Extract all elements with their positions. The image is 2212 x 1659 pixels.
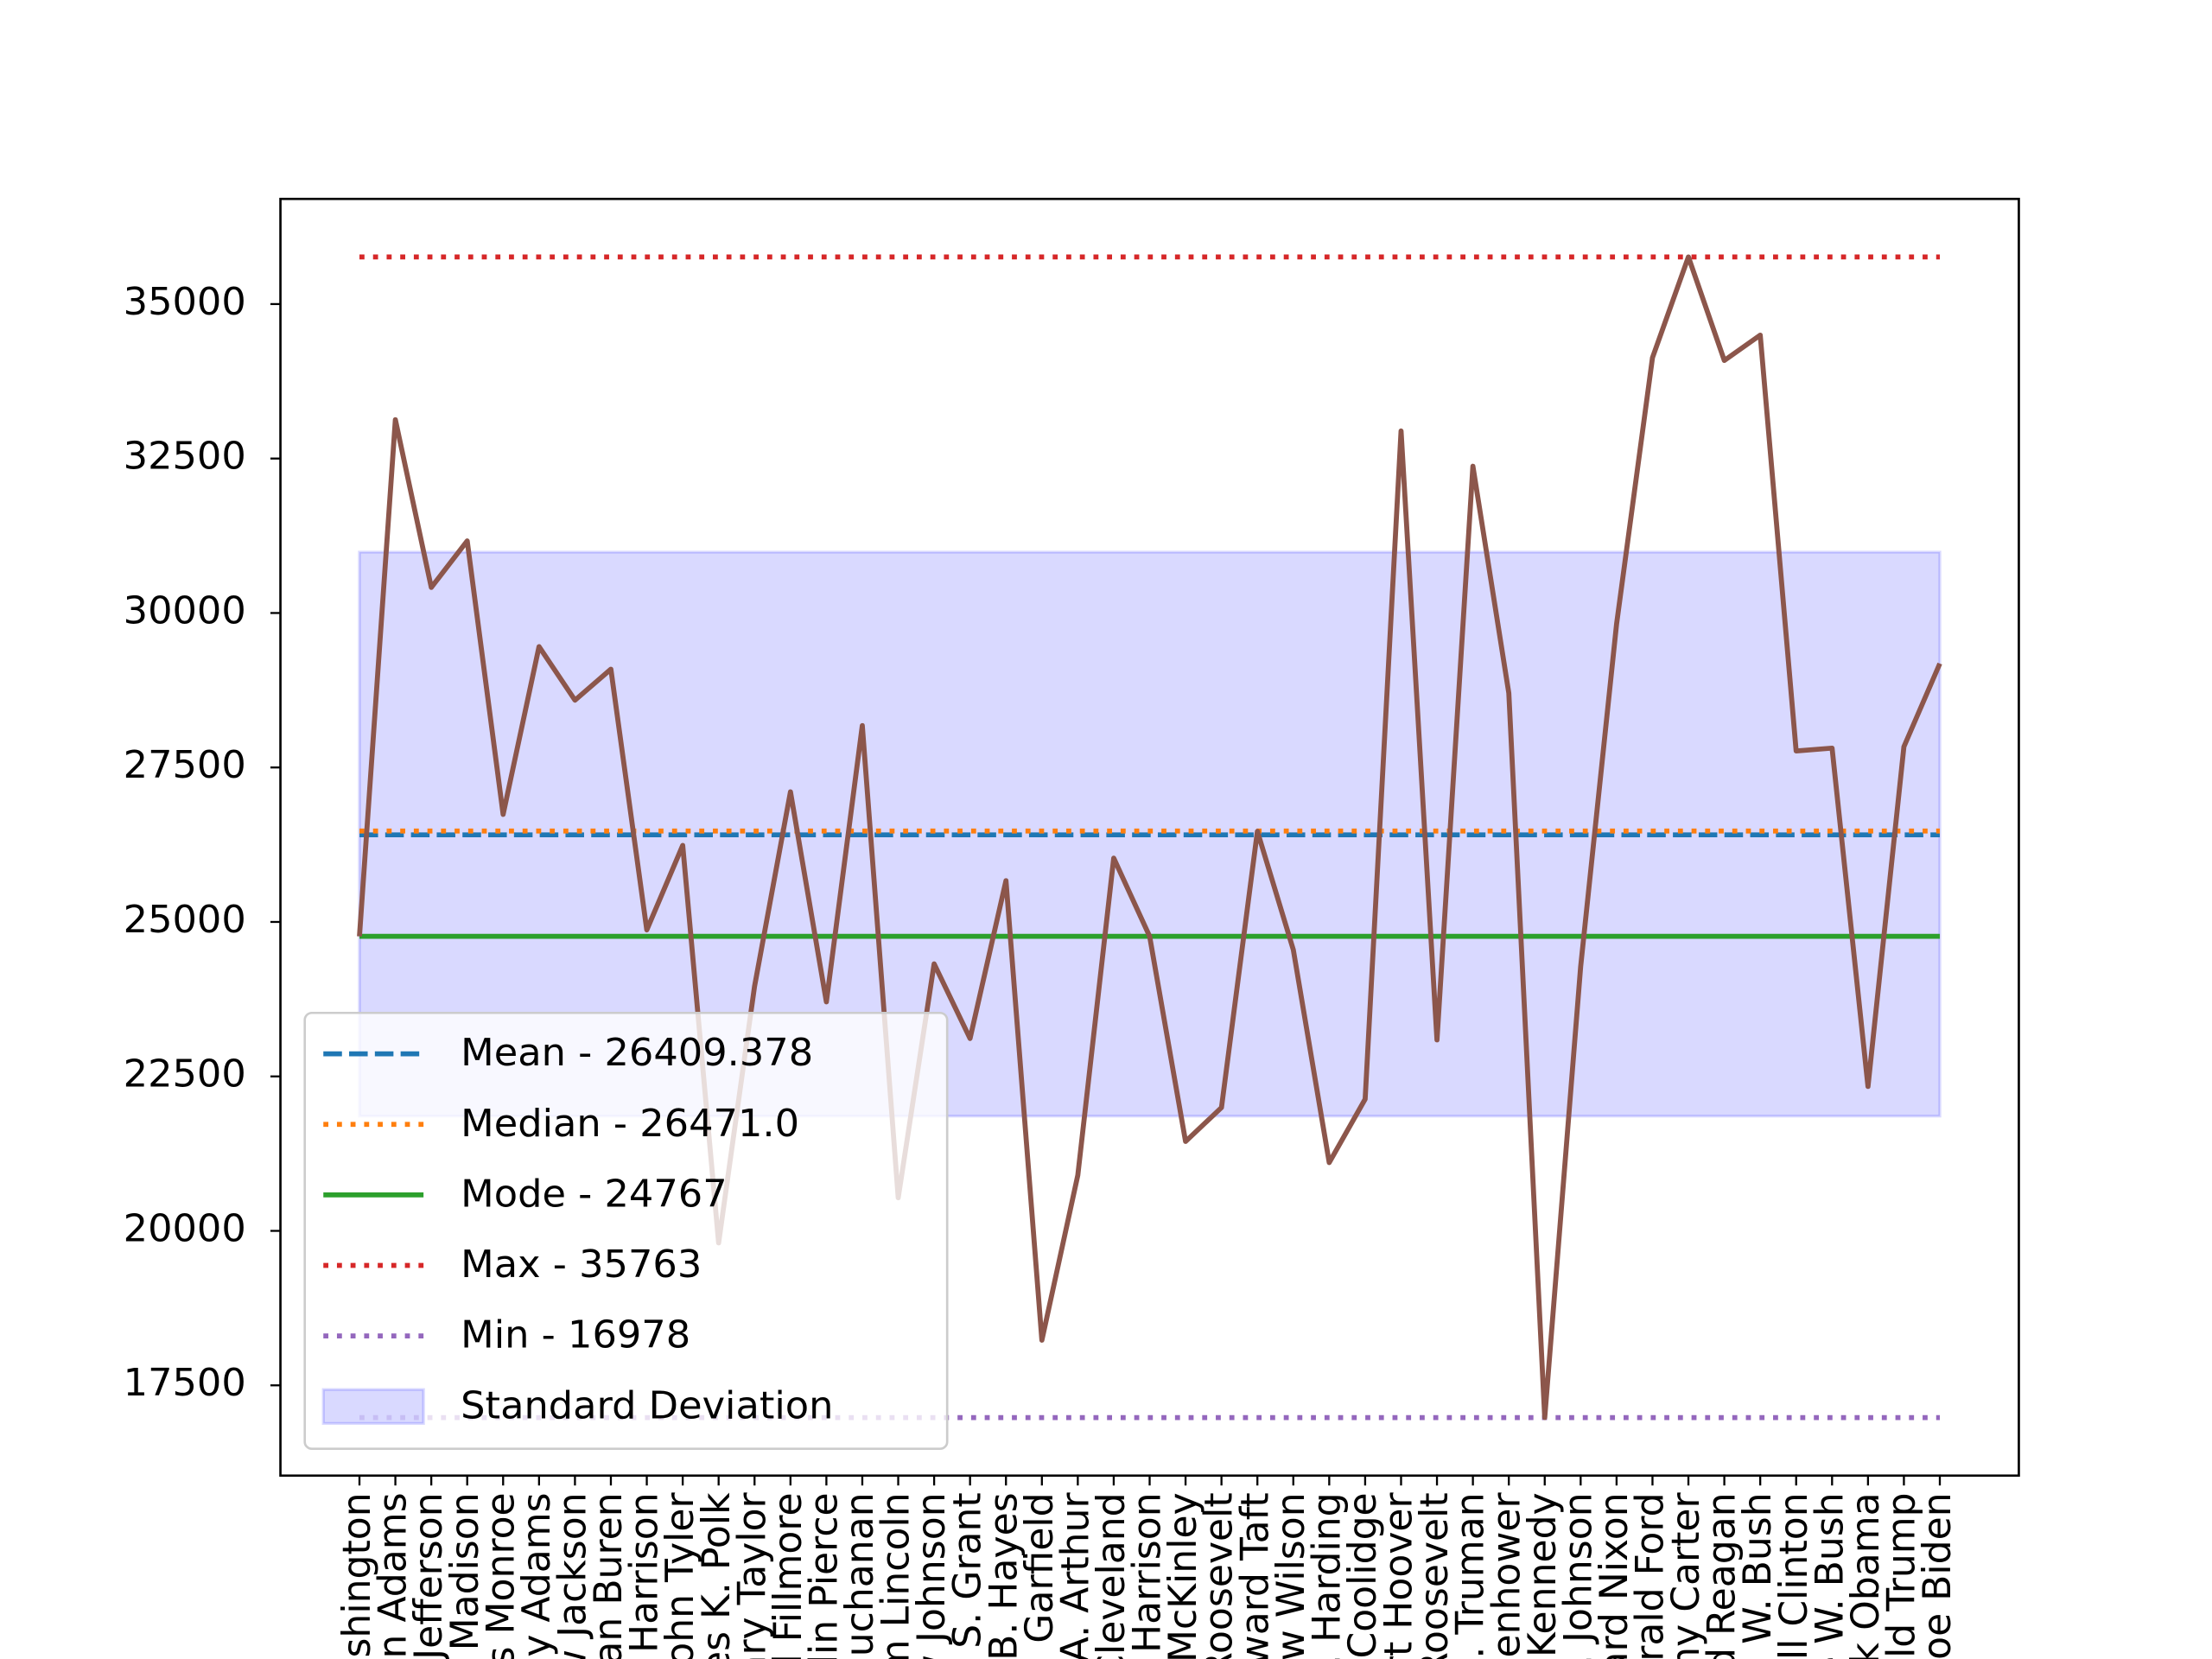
x-tick-label: Richard Nixon [1592, 1492, 1637, 1659]
x-tick-label: Millard Fillmore [766, 1492, 810, 1659]
legend-label: Mean - 26409.378 [461, 1031, 813, 1075]
y-tick-label: 27500 [124, 743, 246, 787]
x-tick-label: Franklin D. Roosevelt [1413, 1492, 1457, 1659]
y-tick-label: 25000 [124, 898, 246, 942]
y-tick-label: 17500 [124, 1361, 246, 1405]
x-tick-label: William McKinley [1161, 1492, 1205, 1659]
y-tick-label: 22500 [124, 1052, 246, 1096]
legend-label: Median - 26471.0 [461, 1102, 799, 1146]
x-tick-label: William Henry Harrison [622, 1492, 666, 1659]
x-tick-label: Thomas Jefferson [407, 1492, 451, 1659]
x-tick-label: Chester A. Arthur [1053, 1492, 1097, 1659]
legend-box [303, 1011, 949, 1451]
x-tick-label: John Adams [371, 1492, 415, 1659]
x-tick-label: George H. W. Bush [1736, 1492, 1780, 1659]
x-tick-label: Joe Biden [1916, 1492, 1960, 1659]
x-tick-label: James Buchanan [838, 1492, 882, 1659]
x-tick-label: John F. Kennedy [1521, 1492, 1565, 1659]
y-tick-label: 32500 [124, 435, 246, 479]
x-tick-label: Grover Cleveland [1090, 1492, 1134, 1659]
x-tick-label: James Monroe [479, 1492, 523, 1659]
x-tick-label: Ronald Reagan [1700, 1492, 1744, 1659]
data-line [357, 254, 1942, 1421]
x-tick-label: Martin Van Buren [587, 1492, 631, 1659]
x-tick-label: James K. Polk [694, 1492, 738, 1659]
x-tick-label: Herbert Hoover [1376, 1492, 1421, 1659]
x-tick-label: Dwight D. Eisenhower [1484, 1492, 1529, 1659]
x-tick-label: George Washington [335, 1492, 379, 1659]
x-tick-label: Calvin Coolidge [1341, 1492, 1385, 1659]
legend-handle [321, 1388, 425, 1425]
y-tick-label: 35000 [124, 280, 246, 324]
x-tick-label: Ulysses S. Grant [945, 1492, 989, 1659]
x-tick-label: Donald Trump [1879, 1492, 1923, 1659]
x-tick-label: Franklin Pierce [802, 1492, 846, 1659]
x-tick-label: Bill Clinton [1772, 1492, 1816, 1659]
x-tick-label: John Tyler [658, 1492, 702, 1659]
legend-label: Mode - 24767 [461, 1173, 727, 1217]
x-tick-label: Harry S. Truman [1448, 1492, 1492, 1659]
x-tick-label: Abraham Lincoln [874, 1492, 918, 1659]
legend: Mean - 26409.378 Median - 26471.0 Mode - 2… [303, 1011, 949, 1451]
x-tick-label: Zachary Taylor [730, 1492, 774, 1659]
y-tick-label: 30000 [124, 589, 246, 633]
x-tick-label: Woodrow Wilson [1269, 1492, 1313, 1659]
x-tick-label: John Quincy Adams [515, 1492, 559, 1659]
x-tick-label: Lyndon B. Johnson [1556, 1492, 1600, 1659]
x-tick-label: Andrew Johnson [910, 1492, 954, 1659]
legend-label: Standard Deviation [461, 1384, 833, 1428]
legend-label: Max - 35763 [461, 1243, 702, 1287]
x-tick-label: William Howard Taft [1233, 1492, 1277, 1659]
x-tick-label: Benjamin Harrison [1125, 1492, 1169, 1659]
x-tick-label: Warren G. Harding [1305, 1492, 1349, 1659]
x-tick-label: George W. Bush [1808, 1492, 1852, 1659]
x-tick-label: Gerald Ford [1628, 1492, 1672, 1659]
x-tick-label: James Madison [443, 1492, 487, 1659]
legend-label: Min - 16978 [461, 1313, 690, 1357]
x-tick-label: Jimmy Carter [1664, 1492, 1708, 1659]
x-tick-label: Barack Obama [1844, 1492, 1888, 1659]
x-tick-label: Rutherford B. Hayes [982, 1492, 1026, 1659]
x-tick-label: Andrew Jackson [550, 1492, 594, 1659]
x-tick-label: James A. Garfield [1018, 1492, 1062, 1659]
y-tick-label: 20000 [124, 1207, 246, 1251]
x-tick-label: Theodore Roosevelt [1197, 1492, 1241, 1659]
